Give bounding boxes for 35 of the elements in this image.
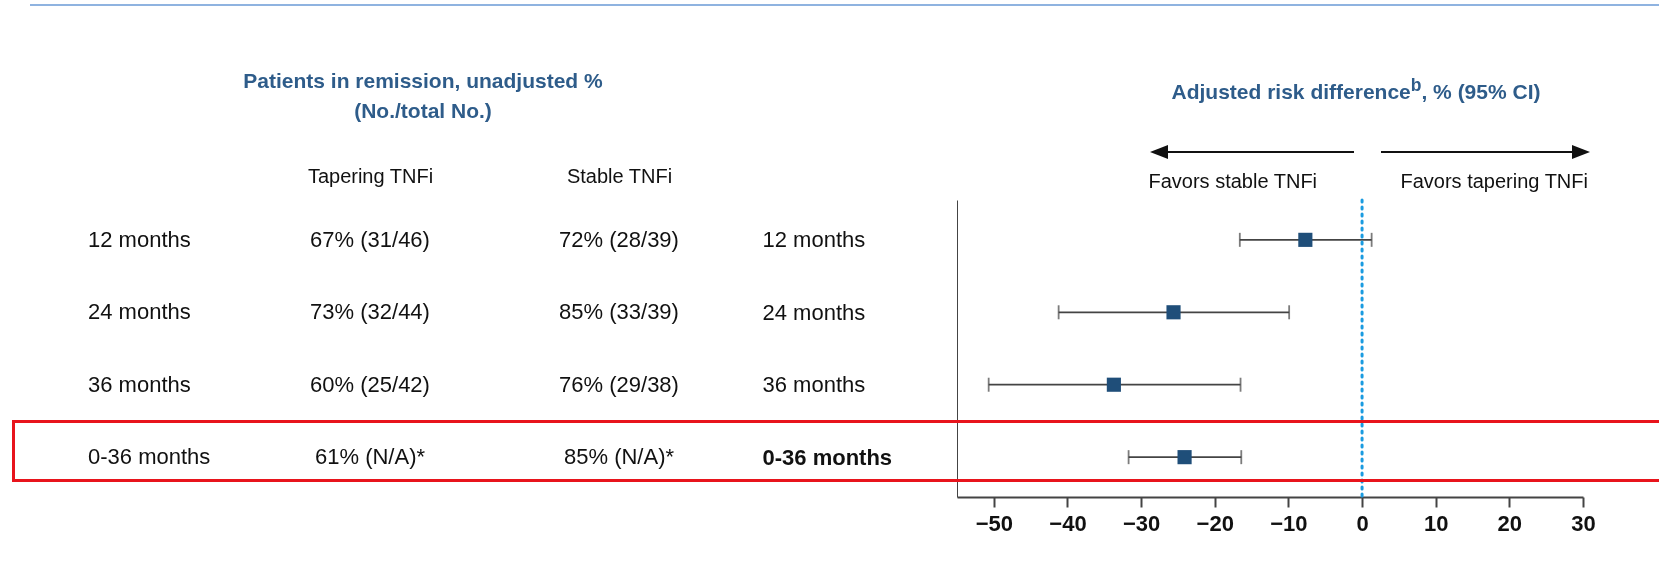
text: 73% (32/44) (310, 299, 430, 325)
text: 76% (29/38) (559, 371, 679, 397)
text: 85% (N/A)* (563, 444, 675, 470)
y-tick-label: 36 months (762, 372, 866, 398)
y-tick-label: 12 months (762, 227, 866, 253)
point (1298, 232, 1313, 247)
text: 72% (28/39) (559, 226, 679, 252)
category-label: 0-36 months (88, 444, 211, 470)
x-tick-label: −50 (975, 510, 1013, 536)
text: Patients in remission, unadjusted % (No./total No.) (242, 68, 604, 124)
y-tick-label: 24 months (762, 299, 866, 325)
x-tick-label: −20 (1196, 510, 1234, 536)
x-tick-label: 30 (1571, 510, 1596, 536)
category-label: Stable TNFi (566, 164, 673, 187)
category-label: 24 months (88, 299, 191, 325)
x-tick-label: −40 (1049, 510, 1087, 536)
text: Favors stable TNFi (1148, 170, 1318, 193)
text: 60% (25/42) (310, 371, 430, 397)
point (1166, 305, 1181, 320)
point (1177, 450, 1192, 465)
y-tick-label: 0-36 months (762, 444, 893, 470)
text: Favors tapering TNFi (1400, 170, 1588, 193)
text: 61% (N/A)* (314, 444, 426, 470)
x-tick-label: 20 (1497, 510, 1523, 536)
x-tick-label: 10 (1423, 510, 1449, 536)
text: 67% (31/46) (310, 226, 430, 252)
x-tick-label: −10 (1270, 510, 1308, 536)
category-label: 12 months (88, 226, 191, 252)
chart-title: Adjusted risk difference$^{b}$, % (95% CI) (1170, 74, 1542, 105)
point (1106, 377, 1121, 392)
text: 85% (33/39) (559, 299, 679, 325)
category-label: Tapering TNFi (307, 164, 434, 187)
x-tick-label: 0 (1356, 510, 1369, 536)
x-tick-label: −30 (1122, 510, 1161, 536)
category-label: 36 months (88, 371, 191, 397)
